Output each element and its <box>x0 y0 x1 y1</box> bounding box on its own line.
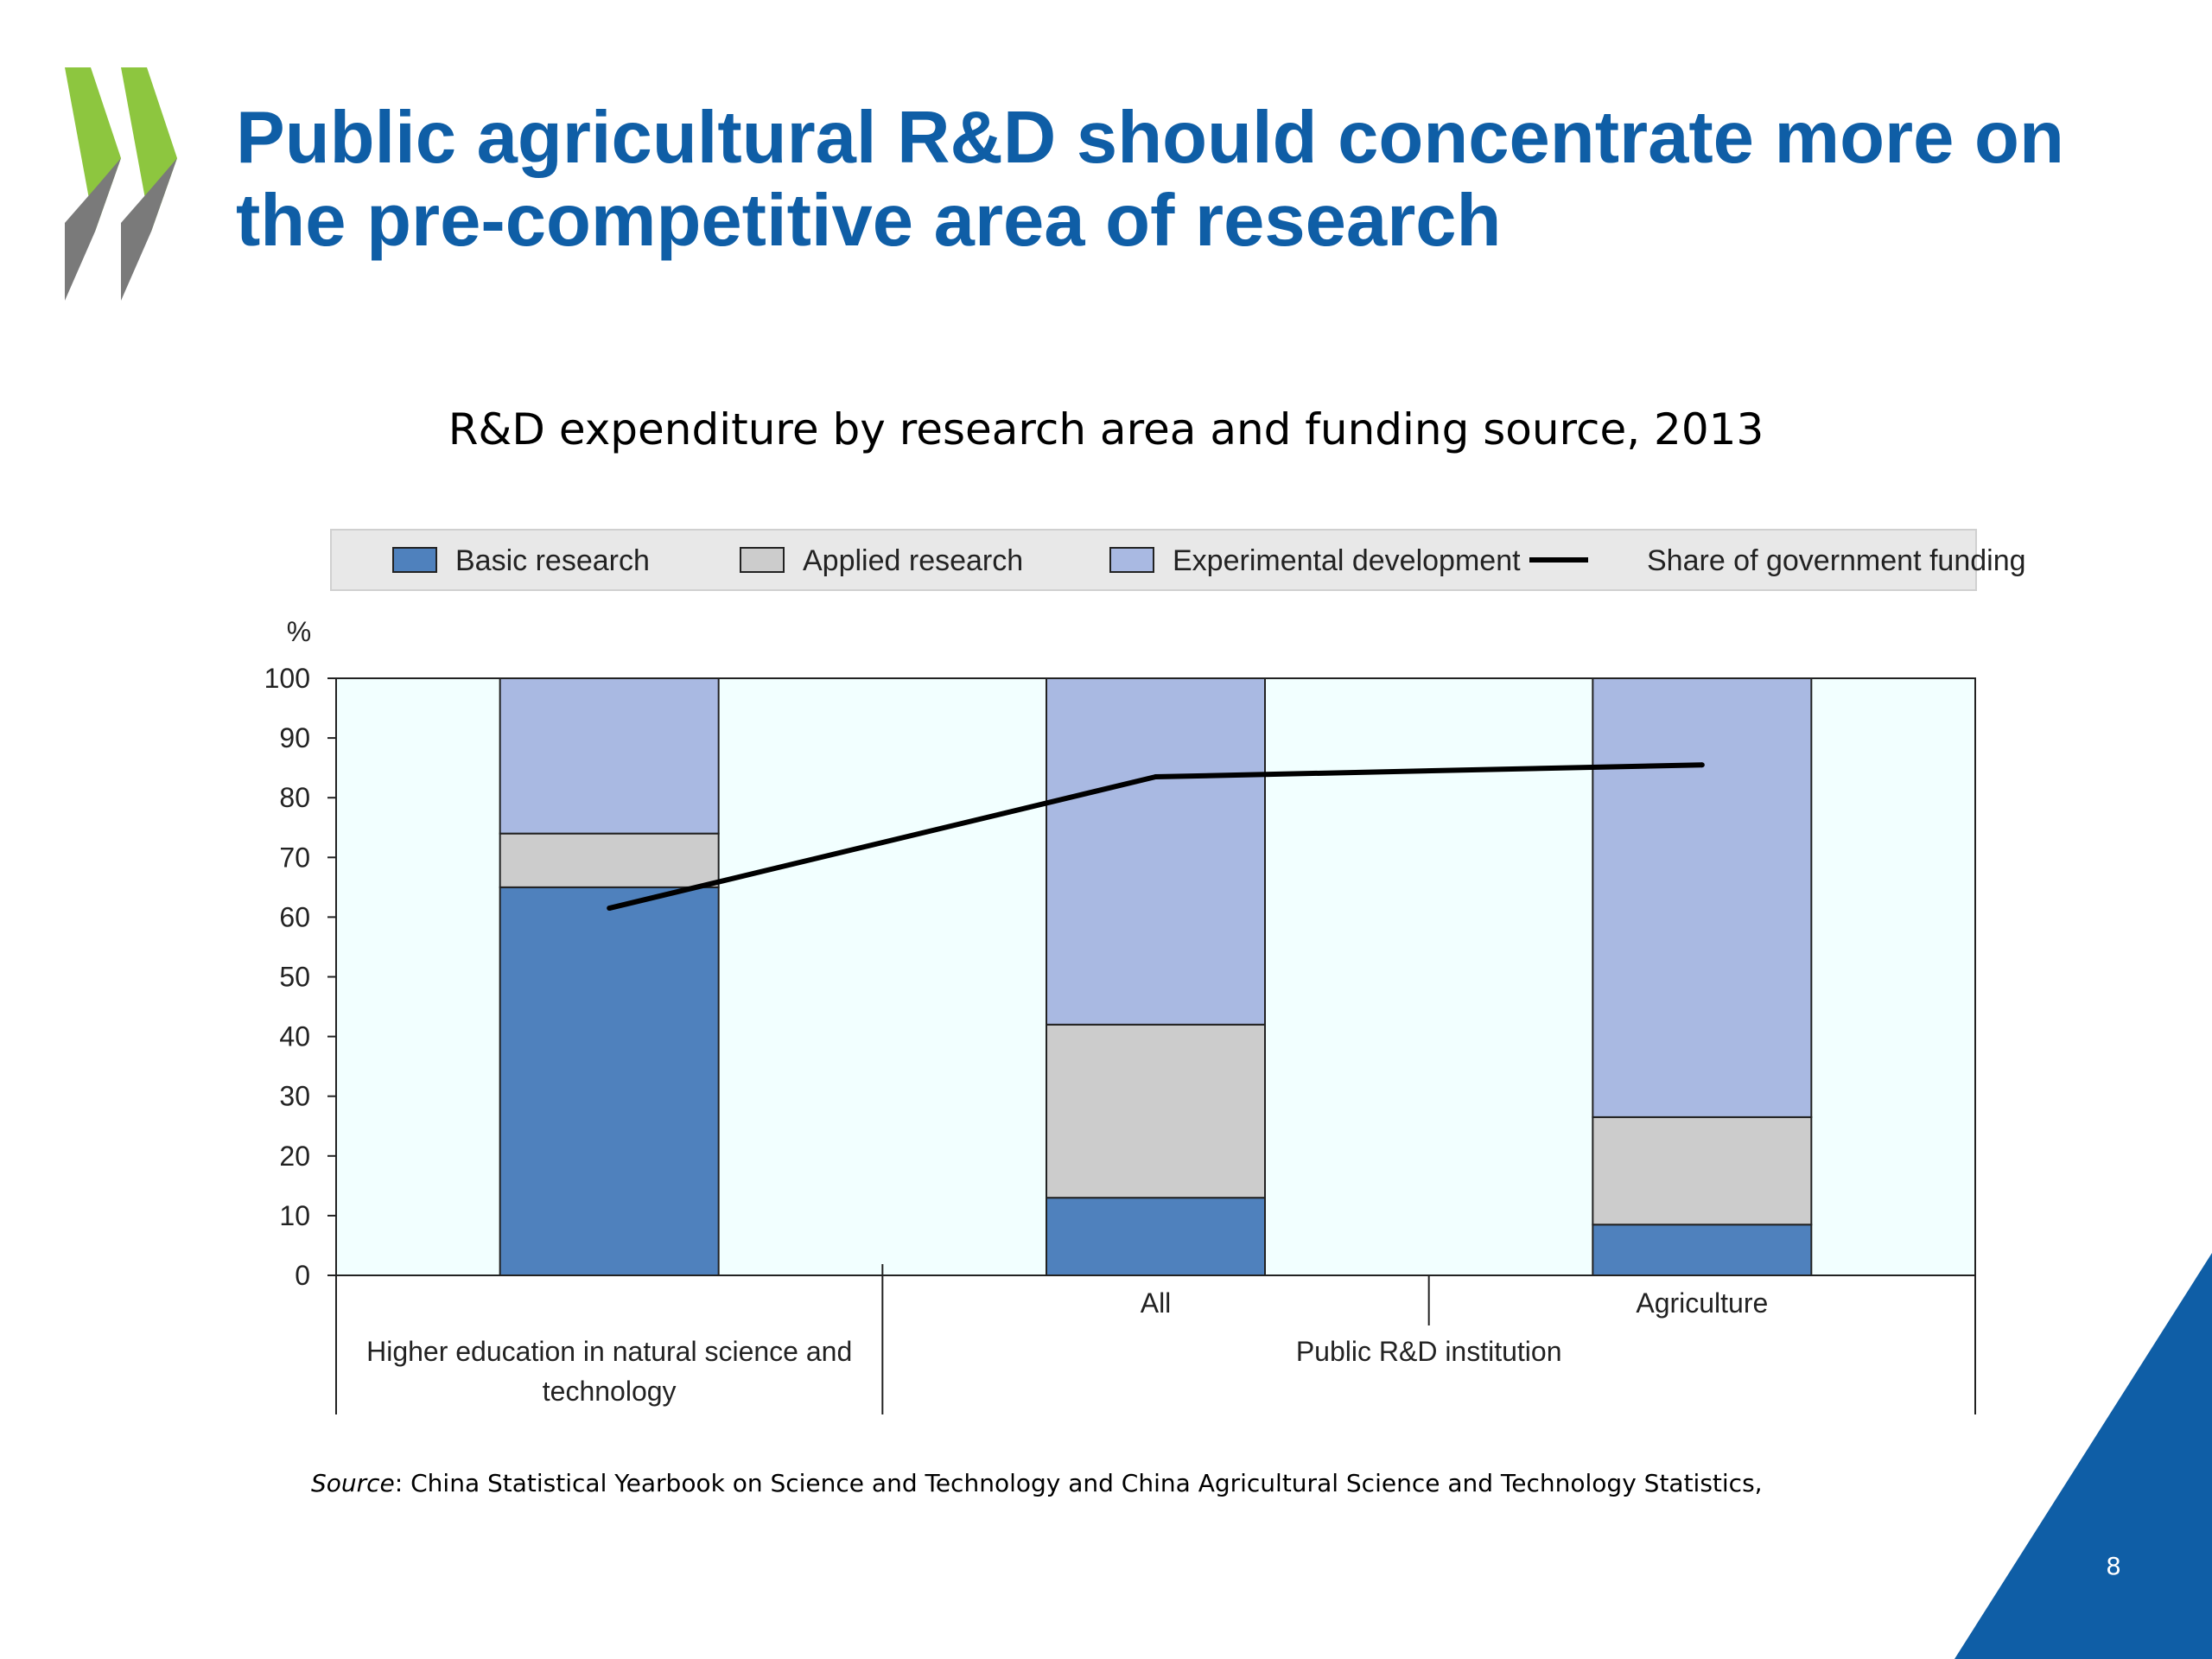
y-tick-label: 90 <box>279 722 310 753</box>
oecd-logo-icon <box>65 67 177 301</box>
x-group-label-public-r-d-institution: Public R&D institution <box>1296 1336 1562 1367</box>
bar-basic-research-higher-education-in-natural-science-and-technology <box>499 886 720 1276</box>
x-group-label-line: Higher education in natural science and <box>366 1336 852 1367</box>
y-tick-label: 100 <box>264 663 310 694</box>
y-tick-label: 70 <box>279 842 310 873</box>
source-text: : China Statistical Yearbook on Science … <box>394 1469 1763 1497</box>
y-tick-label: 10 <box>279 1200 310 1231</box>
bar-experimental-development-all <box>1046 677 1266 1026</box>
legend-swatch-experimental-development <box>1109 547 1154 573</box>
page-number: 8 <box>2106 1552 2121 1580</box>
y-tick-label: 20 <box>279 1141 310 1172</box>
y-tick-label: 40 <box>279 1021 310 1052</box>
y-tick-label: 0 <box>295 1260 310 1291</box>
bar-applied-research-higher-education-in-natural-science-and-technology <box>499 832 720 888</box>
line-point-share-of-government-funding-agriculture <box>1699 762 1705 768</box>
bar-basic-research-agriculture <box>1592 1224 1813 1277</box>
legend-swatch-applied-research <box>740 547 785 573</box>
bar-experimental-development-higher-education-in-natural-science-and-technology <box>499 677 720 835</box>
source-note: Source: China Statistical Yearbook on Sc… <box>311 1469 1763 1497</box>
bar-experimental-development-agriculture <box>1592 677 1813 1118</box>
source-label: Source <box>311 1469 395 1497</box>
bar-applied-research-all <box>1046 1023 1266 1199</box>
y-axis-unit: % <box>287 616 311 647</box>
x-group-label-line: technology <box>543 1376 677 1407</box>
x-tick-label-agriculture: Agriculture <box>1636 1287 1768 1319</box>
bar-basic-research-all <box>1046 1197 1266 1277</box>
y-tick-label: 60 <box>279 901 310 932</box>
line-point-share-of-government-funding-all <box>1153 774 1159 780</box>
line-point-share-of-government-funding-higher-education-in-natural-science-and-technology <box>607 906 613 912</box>
x-tick-label-all: All <box>1141 1287 1172 1319</box>
legend-swatch-basic-research <box>392 547 437 573</box>
y-tick-label: 30 <box>279 1081 310 1112</box>
bar-applied-research-agriculture <box>1592 1116 1813 1226</box>
logo-grey-chevron-left <box>65 158 121 301</box>
legend-label-applied-research: Applied research <box>803 544 1023 577</box>
legend-label-experimental-development: Experimental development <box>1173 544 1521 577</box>
x-group-label-higher-education-in-natural-science-and-technology: Higher education in natural science and t… <box>366 1336 852 1407</box>
y-tick-label: 80 <box>279 782 310 813</box>
chart-title: R&D expenditure by research area and fun… <box>448 404 1764 454</box>
slide-title: Public agricultural R&D should concentra… <box>236 97 2064 262</box>
logo-grey-chevron-right <box>121 158 177 301</box>
y-tick-label: 50 <box>279 962 310 993</box>
legend-label-basic-research: Basic research <box>455 544 650 577</box>
legend-label-share-of-government-funding: Share of government funding <box>1647 544 2026 577</box>
